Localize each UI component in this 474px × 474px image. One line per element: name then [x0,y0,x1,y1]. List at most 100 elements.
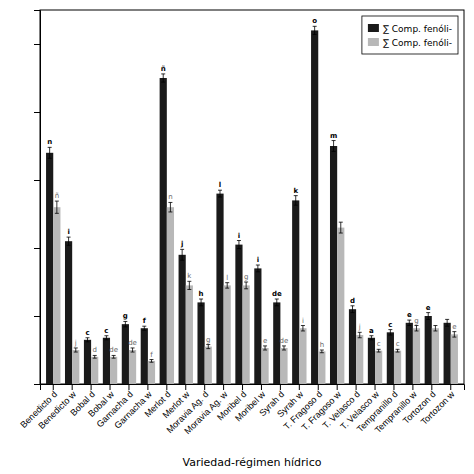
bar [91,357,98,384]
error-bar [123,321,127,326]
bar [406,323,413,384]
annotation: de [280,337,289,345]
error-bar [263,346,267,350]
error-bar [275,299,279,306]
series [53,201,458,384]
annotation: c [104,327,108,335]
tick-mark [261,384,262,390]
legend: ∑ Comp. fenóli-∑ Comp. fenóli- [362,16,458,54]
bar [46,153,53,384]
x-tick: Tortozon w [419,384,457,427]
annotation: k [187,272,192,280]
error-bar [206,345,210,349]
error-bar [414,326,418,331]
error-bar [351,306,355,313]
error-bar [282,346,286,350]
tick-mark [34,384,40,385]
tick-mark [204,384,205,390]
error-bar [180,249,184,260]
annotation: i [238,232,240,240]
bar [224,285,231,384]
error-bar [218,190,222,197]
annotation: j [180,240,183,248]
annotation: n [47,138,52,146]
tick-mark [412,384,413,390]
bar [205,347,212,384]
bar [330,146,337,384]
error-bar [377,349,381,352]
error-bar [320,350,324,353]
annotation: ñ [161,65,166,73]
tick-mark [431,384,432,390]
y-tick [34,384,40,385]
error-bar [225,283,229,288]
tick-mark [450,384,451,390]
tick-mark [91,384,92,390]
error-bar [74,348,78,352]
legend-label: ∑ Comp. fenóli- [383,38,452,48]
annotation: de [109,346,118,354]
bar [311,30,318,384]
annotation: j [74,339,77,347]
tick-mark [223,384,224,390]
marks [46,26,458,384]
annotation: g [244,273,248,281]
tick-mark [34,248,40,249]
error-bar [112,355,116,358]
error-bar [452,332,456,337]
annotation: a [369,327,374,335]
annotation: i [302,317,304,325]
tick-label: Tortozon w [419,389,457,427]
bar [254,268,261,384]
error-bar [369,336,373,340]
bar [375,351,382,384]
error-bar [445,319,449,326]
bar [318,351,325,384]
bar [349,309,356,384]
tick-mark [53,384,54,390]
annotation: c [377,340,381,348]
bar [261,348,268,384]
annotation: l [219,181,221,189]
annotation: m [330,132,337,140]
bar [425,316,432,384]
annotation: d [350,297,355,305]
annotation: g [206,336,210,344]
annotation: e [263,337,267,345]
error-bar [48,147,52,158]
bar [368,338,375,384]
bar [103,338,110,384]
error-bar [301,326,305,331]
tick-mark [299,384,300,390]
bar [72,350,79,384]
annotation: n [168,193,172,201]
error-bar [294,196,298,206]
tick-mark [356,384,357,390]
x-axis: Benedicto dBenedicto wBobal dBobal wGarn… [18,384,464,436]
bar [444,323,451,384]
bar [160,78,167,384]
tick-mark [242,384,243,390]
legend-box [362,16,458,54]
legend-swatch [368,38,379,46]
bar [167,207,174,384]
bar [280,348,287,384]
error-bar [256,265,260,272]
annotation: g [123,312,128,320]
bar [292,200,299,384]
error-bar [67,237,71,245]
tick-mark [128,384,129,390]
annotation: h [320,341,324,349]
bar [179,255,186,384]
bar [148,361,155,384]
error-bar [388,330,392,335]
error-bar [187,281,191,289]
legend-swatch [368,24,379,32]
axis-domain [41,385,465,391]
annotation: e [452,323,456,331]
annotation: k [293,187,298,195]
tick-mark [34,316,40,317]
tick-mark [147,384,148,390]
error-bar [358,332,362,337]
error-bar [237,241,241,249]
